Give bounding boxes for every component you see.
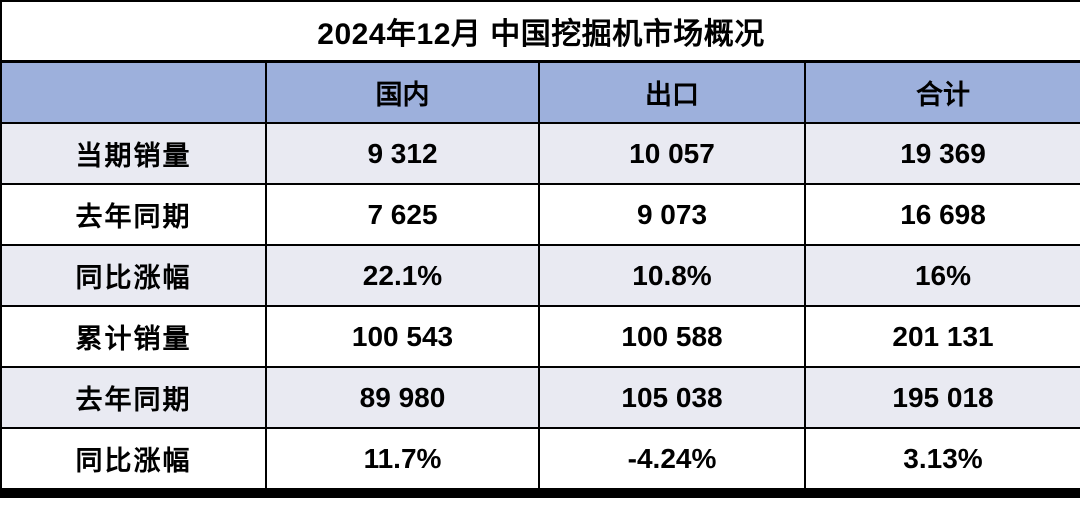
page-title: 2024年12月 中国挖掘机市场概况 bbox=[0, 0, 1080, 63]
cell-last-year-total: 16 698 bbox=[803, 183, 1080, 246]
cell-current-sales-export: 10 057 bbox=[538, 122, 806, 185]
cell-cumulative-domestic: 100 543 bbox=[265, 305, 540, 368]
cell-last-year-cumulative-export: 105 038 bbox=[538, 366, 806, 429]
table-row: 去年同期 89 980 105 038 195 018 bbox=[0, 366, 1080, 429]
table-row: 同比涨幅 22.1% 10.8% 16% bbox=[0, 244, 1080, 307]
cell-yoy-export: 10.8% bbox=[538, 244, 806, 307]
table-row: 去年同期 7 625 9 073 16 698 bbox=[0, 183, 1080, 246]
table-row: 累计销量 100 543 100 588 201 131 bbox=[0, 305, 1080, 368]
column-header-total: 合计 bbox=[803, 60, 1080, 124]
cell-cumulative-export: 100 588 bbox=[538, 305, 806, 368]
row-label-current-sales: 当期销量 bbox=[0, 122, 267, 185]
cell-current-sales-total: 19 369 bbox=[803, 122, 1080, 185]
column-header-domestic: 国内 bbox=[265, 60, 540, 124]
column-header-blank bbox=[0, 60, 267, 124]
row-label-cumulative-sales: 累计销量 bbox=[0, 305, 267, 368]
cell-last-year-export: 9 073 bbox=[538, 183, 806, 246]
cell-cumulative-total: 201 131 bbox=[803, 305, 1080, 368]
cell-last-year-cumulative-total: 195 018 bbox=[803, 366, 1080, 429]
cell-yoy-cumulative-domestic: 11.7% bbox=[265, 427, 540, 498]
cell-yoy-domestic: 22.1% bbox=[265, 244, 540, 307]
cell-yoy-total: 16% bbox=[803, 244, 1080, 307]
cell-last-year-domestic: 7 625 bbox=[265, 183, 540, 246]
table-header-row: 国内 出口 合计 bbox=[0, 60, 1080, 124]
table-row: 同比涨幅 11.7% -4.24% 3.13% bbox=[0, 427, 1080, 498]
cell-last-year-cumulative-domestic: 89 980 bbox=[265, 366, 540, 429]
row-label-last-year-cumulative: 去年同期 bbox=[0, 366, 267, 429]
cell-yoy-cumulative-total: 3.13% bbox=[803, 427, 1080, 498]
excavator-market-table: 2024年12月 中国挖掘机市场概况 国内 出口 合计 当期销量 9 312 1… bbox=[0, 0, 1080, 498]
column-header-export: 出口 bbox=[538, 60, 806, 124]
row-label-yoy-cumulative-change: 同比涨幅 bbox=[0, 427, 267, 498]
row-label-yoy-change: 同比涨幅 bbox=[0, 244, 267, 307]
table-row: 当期销量 9 312 10 057 19 369 bbox=[0, 122, 1080, 185]
row-label-last-year-period: 去年同期 bbox=[0, 183, 267, 246]
cell-current-sales-domestic: 9 312 bbox=[265, 122, 540, 185]
cell-yoy-cumulative-export: -4.24% bbox=[538, 427, 806, 498]
table-title-row: 2024年12月 中国挖掘机市场概况 bbox=[0, 0, 1080, 63]
